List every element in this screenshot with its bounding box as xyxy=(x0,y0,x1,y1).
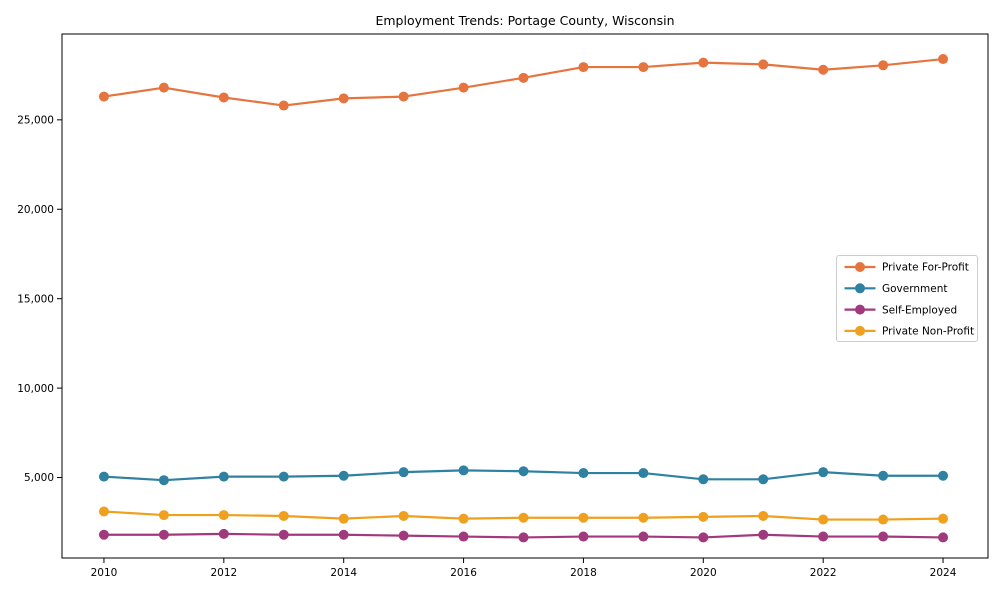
data-point-private-for-profit xyxy=(818,64,829,75)
legend-label: Private For-Profit xyxy=(882,262,969,274)
legend-label: Private Non-Profit xyxy=(882,326,974,338)
data-point-government xyxy=(818,467,829,478)
x-tick-label: 2012 xyxy=(210,567,237,579)
y-tick-label: 10,000 xyxy=(17,383,54,395)
y-axis: 5,000 10,000 15,000 20,000 25,000 xyxy=(17,115,62,484)
data-point-self-employed xyxy=(878,531,889,542)
data-point-private-non-profit xyxy=(98,506,109,517)
data-point-private-for-profit xyxy=(338,93,349,104)
data-point-government xyxy=(338,470,349,481)
data-point-self-employed xyxy=(518,532,529,543)
data-point-government xyxy=(458,465,469,476)
legend-marker xyxy=(855,304,865,315)
data-point-private-for-profit xyxy=(638,62,649,73)
data-point-private-for-profit xyxy=(218,92,229,103)
data-point-self-employed xyxy=(638,531,649,542)
data-point-self-employed xyxy=(158,529,169,540)
data-point-private-for-profit xyxy=(938,54,949,65)
data-point-government xyxy=(698,474,709,485)
data-point-private-for-profit xyxy=(878,60,889,71)
data-point-private-for-profit xyxy=(398,91,409,102)
data-point-private-non-profit xyxy=(578,512,589,523)
x-tick-label: 2010 xyxy=(91,567,118,579)
x-tick-label: 2016 xyxy=(450,567,477,579)
data-point-private-non-profit xyxy=(338,513,349,524)
data-point-private-non-profit xyxy=(758,510,769,521)
data-point-private-non-profit xyxy=(518,512,529,523)
data-point-self-employed xyxy=(458,531,469,542)
data-point-self-employed xyxy=(338,529,349,540)
x-tick-label: 2022 xyxy=(810,567,837,579)
data-point-government xyxy=(218,471,229,482)
data-point-private-for-profit xyxy=(758,59,769,70)
data-point-government xyxy=(278,471,289,482)
legend-marker xyxy=(855,262,865,272)
plot-area xyxy=(61,33,989,559)
data-point-government xyxy=(638,468,649,479)
x-tick-label: 2014 xyxy=(330,567,357,579)
data-point-private-non-profit xyxy=(458,513,469,524)
y-tick-label: 25,000 xyxy=(17,115,54,127)
x-tick-label: 2020 xyxy=(690,567,717,579)
data-point-self-employed xyxy=(278,529,289,540)
x-axis: 2010 2012 2014 2016 2018 2020 2022 2024 xyxy=(91,558,957,579)
series-group xyxy=(98,54,949,543)
data-point-government xyxy=(518,466,529,477)
y-tick-label: 20,000 xyxy=(17,204,54,216)
data-point-private-non-profit xyxy=(158,510,169,521)
data-point-private-for-profit xyxy=(278,100,289,111)
data-point-self-employed xyxy=(98,529,109,540)
data-point-government xyxy=(758,474,769,485)
data-point-government xyxy=(158,475,169,486)
chart-title: Employment Trends: Portage County, Wisco… xyxy=(375,13,674,28)
legend-marker xyxy=(855,325,865,336)
data-point-private-non-profit xyxy=(938,513,949,524)
data-point-private-for-profit xyxy=(158,82,169,93)
data-point-government xyxy=(578,468,589,479)
legend-label: Government xyxy=(882,283,947,295)
data-point-private-for-profit xyxy=(578,62,589,73)
data-point-government xyxy=(938,470,949,481)
data-point-private-non-profit xyxy=(638,512,649,523)
data-point-self-employed xyxy=(398,530,409,541)
data-point-private-for-profit xyxy=(458,82,469,93)
data-point-private-non-profit xyxy=(218,510,229,521)
data-point-self-employed xyxy=(758,529,769,540)
data-point-self-employed xyxy=(218,528,229,539)
data-point-private-non-profit xyxy=(278,510,289,521)
data-point-private-non-profit xyxy=(398,510,409,521)
legend-marker xyxy=(855,283,865,294)
data-point-self-employed xyxy=(938,532,949,543)
data-point-government xyxy=(878,470,889,481)
data-point-self-employed xyxy=(698,532,709,543)
data-point-private-for-profit xyxy=(518,72,529,83)
data-point-self-employed xyxy=(578,531,589,542)
data-point-private-for-profit xyxy=(698,57,709,68)
data-point-private-non-profit xyxy=(698,511,709,522)
data-point-government xyxy=(98,471,109,482)
data-point-self-employed xyxy=(818,531,829,542)
legend-box xyxy=(836,255,978,342)
legend-label: Self-Employed xyxy=(882,304,957,316)
data-point-private-for-profit xyxy=(98,91,109,102)
y-tick-label: 5,000 xyxy=(24,472,54,484)
data-point-private-non-profit xyxy=(818,514,829,525)
data-point-private-non-profit xyxy=(878,514,889,525)
legend: Private For-Profit Government Self-Employe… xyxy=(836,255,978,342)
x-tick-label: 2024 xyxy=(930,567,957,579)
data-point-government xyxy=(398,467,409,478)
x-tick-label: 2018 xyxy=(570,567,597,579)
y-tick-label: 15,000 xyxy=(17,293,54,305)
